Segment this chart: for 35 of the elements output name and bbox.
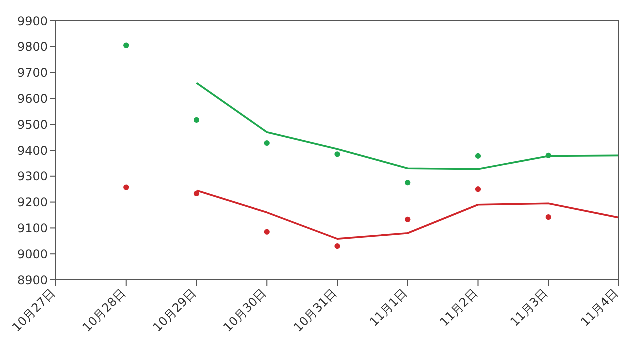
y-tick-label: 9900 [17,14,48,28]
y-tick-label: 8900 [17,273,48,288]
x-tick-label: 10月31日 [291,286,340,335]
x-tick-label: 10月29日 [150,286,199,335]
x-tick-label: 10月30日 [220,286,270,335]
point [405,180,411,186]
point [546,214,552,220]
x-tick-label: 11月2日 [437,286,480,330]
point [264,140,270,146]
point [405,216,411,222]
y-tick-label: 9300 [17,170,48,184]
y-tick-label: 9400 [17,144,48,158]
point [194,190,200,197]
x-tick-label: 11月3日 [508,286,551,330]
point [264,229,270,235]
y-tick-label: 9700 [17,66,48,80]
y-tick-label: 9100 [17,221,48,236]
point [124,42,130,48]
point [546,152,552,158]
y-tick-label: 9500 [17,118,48,132]
point [334,244,340,250]
x-tick-label: 10月27日 [10,286,58,335]
point [124,184,130,190]
point [475,186,482,192]
point [194,117,200,123]
x-tick-label: 10月28日 [80,286,128,335]
y-tick-label: 9800 [17,40,48,54]
point [334,152,340,158]
point [475,153,482,159]
y-tick-label: 9000 [17,247,48,262]
y-tick-label: 9200 [17,196,48,210]
line-series [196,82,619,170]
y-tick-label: 9600 [17,92,48,106]
x-tick-label: 11月4日 [578,286,622,330]
x-tick-label: 11月1日 [366,286,410,330]
